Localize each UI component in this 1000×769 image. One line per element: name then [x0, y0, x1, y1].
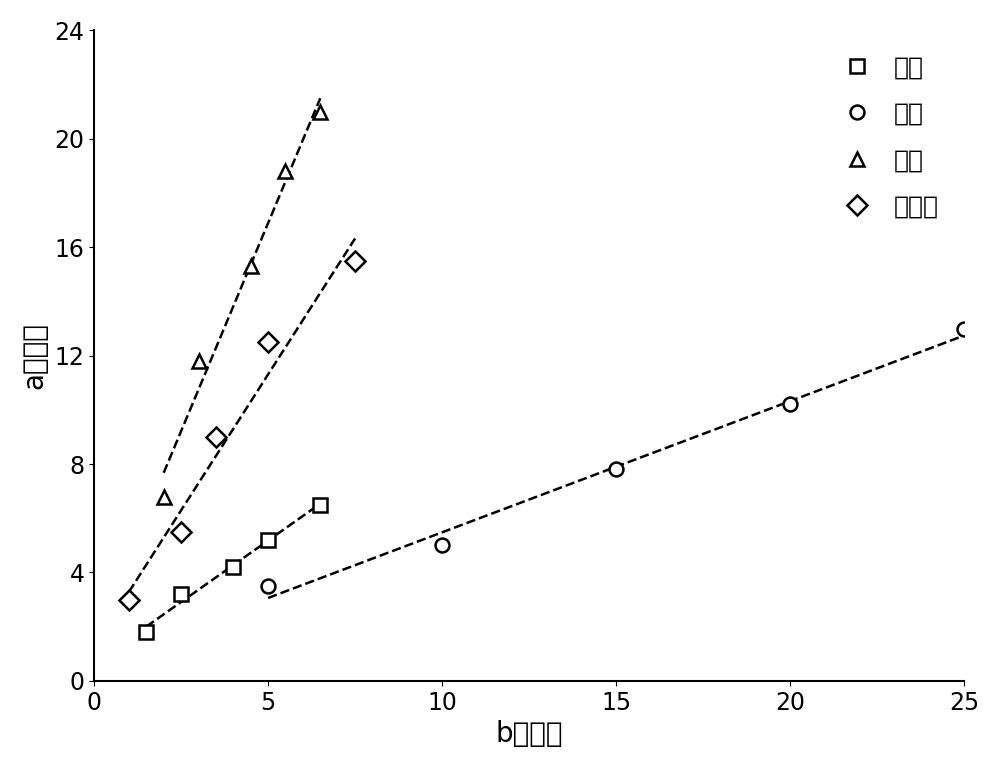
- Line: 甲醇: 甲醇: [157, 105, 327, 504]
- 甲醇: [245, 261, 257, 271]
- 甲醇: [193, 356, 205, 365]
- Legend: 丙酮, 乙醇, 甲醇, 异丙醇: 丙酮, 乙醇, 甲醇, 异丙醇: [832, 43, 952, 231]
- 乙醇: [610, 464, 622, 474]
- 异丙醇: [210, 432, 222, 441]
- 甲醇: [279, 167, 291, 176]
- X-axis label: b轴响应: b轴响应: [495, 720, 563, 748]
- 乙醇: [436, 541, 448, 550]
- 异丙醇: [349, 256, 361, 265]
- 丙酮: [227, 562, 239, 571]
- 丙酮: [262, 535, 274, 544]
- 丙酮: [175, 590, 187, 599]
- Line: 异丙醇: 异丙醇: [122, 254, 362, 607]
- 乙醇: [784, 400, 796, 409]
- 异丙醇: [123, 595, 135, 604]
- 丙酮: [140, 628, 152, 637]
- 丙酮: [314, 500, 326, 509]
- 甲醇: [158, 492, 170, 501]
- 乙醇: [262, 581, 274, 591]
- Line: 乙醇: 乙醇: [261, 321, 971, 593]
- 甲醇: [314, 107, 326, 116]
- 异丙醇: [175, 528, 187, 537]
- 乙醇: [958, 324, 970, 333]
- Line: 丙酮: 丙酮: [139, 498, 327, 639]
- Y-axis label: a轴响应: a轴响应: [21, 322, 49, 389]
- 异丙醇: [262, 338, 274, 347]
